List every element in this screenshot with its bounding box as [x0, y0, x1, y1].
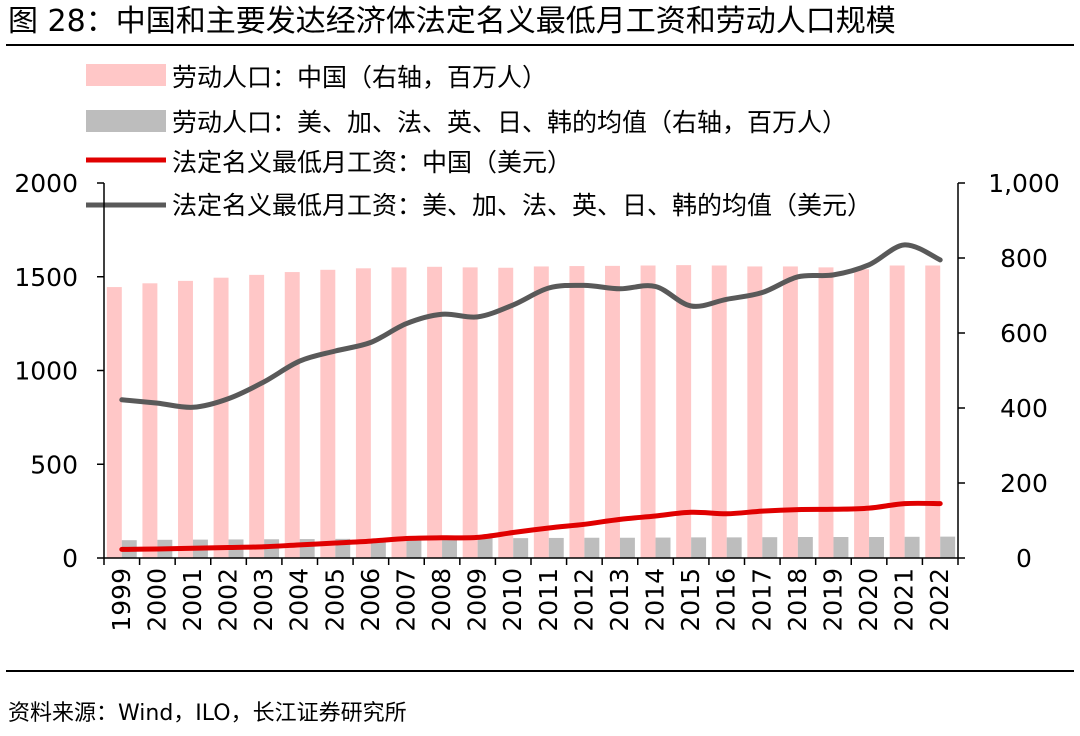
bar-china-labor-2010	[498, 267, 514, 558]
bar-china-labor-2008	[427, 266, 443, 558]
legend-label-avg-wage: 法定名义最低月工资：美、加、法、英、日、韩的均值（美元）	[172, 191, 872, 220]
bar-china-labor-2002	[213, 277, 229, 558]
bar-china-labor-2009	[462, 267, 478, 558]
right-tick-label-600: 600	[1000, 319, 1048, 348]
bar-china-labor-1999	[106, 287, 122, 558]
bar-avg-labor-2022	[940, 536, 956, 558]
bar-avg-labor-2016	[726, 537, 742, 558]
bar-china-labor-2021	[889, 265, 905, 558]
x-tick-label-2022: 2022	[925, 568, 954, 632]
x-tick-label-2013: 2013	[605, 568, 634, 632]
right-tick-label-0: 0	[1016, 544, 1032, 573]
x-tick-label-2014: 2014	[641, 568, 670, 632]
bar-avg-labor-2006	[370, 538, 386, 558]
line-avg-wage	[119, 242, 943, 410]
bar-china-labor-2001	[178, 280, 193, 558]
left-tick-label-0: 0	[62, 544, 78, 573]
right-tick-label-1000: 1,000	[988, 169, 1060, 198]
axes-layer	[97, 182, 965, 565]
bar-avg-labor-2014	[655, 537, 671, 558]
bar-china-labor-2012	[569, 266, 585, 558]
source-note: 资料来源：Wind，ILO，长江证券研究所	[8, 701, 407, 726]
figure-title: 图 28：中国和主要发达经济体法定名义最低月工资和劳动人口规模	[8, 4, 896, 39]
bottom-rule	[6, 670, 1074, 672]
x-tick-label-1999: 1999	[107, 568, 136, 632]
top-rule	[6, 44, 1074, 46]
x-tick-label-2015: 2015	[676, 568, 705, 632]
bar-china-labor-2014	[640, 265, 656, 558]
bar-avg-labor-2010	[513, 538, 529, 558]
right-tick-label-400: 400	[1000, 394, 1048, 423]
x-tick-label-2009: 2009	[463, 568, 492, 632]
bar-avg-labor-2019	[833, 537, 849, 558]
left-tick-label-1500: 1500	[14, 263, 78, 292]
x-tick-label-2001: 2001	[178, 568, 207, 632]
bar-avg-labor-2007	[406, 538, 422, 558]
bar-china-labor-2017	[747, 266, 763, 558]
x-tick-label-2019: 2019	[818, 568, 847, 632]
bar-china-labor-2022	[925, 265, 941, 558]
bar-avg-labor-2021	[904, 536, 920, 558]
x-tick-label-2011: 2011	[534, 568, 563, 632]
legend: 劳动人口：中国（右轴，百万人） 劳动人口：美、加、法、英、日、韩的均值（右轴，百…	[86, 63, 872, 220]
x-tick-label-2016: 2016	[712, 568, 741, 632]
x-tick-label-2003: 2003	[249, 568, 278, 632]
legend-swatch-avg-labor	[86, 110, 166, 132]
bar-china-labor-2004	[284, 272, 300, 558]
right-tick-label-800: 800	[1000, 244, 1048, 273]
x-tick-label-2012: 2012	[569, 568, 598, 632]
bar-china-labor-2013	[605, 265, 620, 558]
x-tick-label-2017: 2017	[747, 568, 776, 632]
bar-avg-labor-2011	[548, 537, 564, 558]
legend-label-avg-labor: 劳动人口：美、加、法、英、日、韩的均值（右轴，百万人）	[172, 108, 847, 137]
bar-avg-labor-2020	[869, 537, 884, 558]
legend-label-china-labor: 劳动人口：中国（右轴，百万人）	[172, 63, 547, 92]
x-tick-label-2005: 2005	[320, 568, 349, 632]
bar-avg-labor-2013	[619, 537, 635, 558]
left-tick-label-1000: 1000	[14, 357, 78, 386]
line-china-wage	[119, 500, 943, 552]
bar-avg-labor-2018	[797, 537, 813, 558]
chart: 劳动人口：中国（右轴，百万人） 劳动人口：美、加、法、英、日、韩的均值（右轴，百…	[14, 63, 1059, 632]
bar-avg-labor-2015	[691, 537, 707, 558]
x-tick-label-2006: 2006	[356, 568, 385, 632]
bar-china-labor-2000	[142, 283, 158, 558]
bar-avg-labor-2017	[762, 537, 778, 558]
x-tick-label-2007: 2007	[391, 568, 420, 632]
left-tick-label-2000: 2000	[14, 169, 78, 198]
bar-avg-labor-2008	[442, 538, 457, 558]
bars-layer	[106, 265, 956, 558]
bar-avg-labor-2009	[477, 538, 493, 558]
x-tick-label-2002: 2002	[214, 568, 243, 632]
right-tick-label-200: 200	[1000, 469, 1048, 498]
x-tick-label-2008: 2008	[427, 568, 456, 632]
bar-china-labor-2018	[782, 266, 798, 558]
bar-china-labor-2020	[854, 269, 870, 558]
x-tick-label-2000: 2000	[142, 568, 171, 632]
x-tick-label-2010: 2010	[498, 568, 527, 632]
x-tick-label-2020: 2020	[854, 568, 883, 632]
bar-china-labor-2007	[391, 267, 407, 558]
legend-swatch-china-labor	[86, 64, 166, 86]
bar-china-labor-2006	[355, 268, 371, 558]
legend-label-china-wage: 法定名义最低月工资：中国（美元）	[172, 148, 572, 177]
bar-china-labor-2011	[533, 266, 549, 558]
x-tick-label-2021: 2021	[890, 568, 919, 632]
bar-china-labor-2003	[249, 274, 265, 558]
left-tick-label-500: 500	[30, 450, 78, 479]
x-tick-label-2004: 2004	[285, 568, 314, 632]
x-tick-label-2018: 2018	[783, 568, 812, 632]
bar-china-labor-2016	[711, 265, 727, 558]
bar-china-labor-2015	[676, 265, 692, 558]
bar-china-labor-2005	[320, 269, 336, 558]
lines-layer	[119, 242, 943, 552]
bar-avg-labor-2012	[584, 537, 600, 558]
bar-china-labor-2019	[818, 267, 834, 558]
